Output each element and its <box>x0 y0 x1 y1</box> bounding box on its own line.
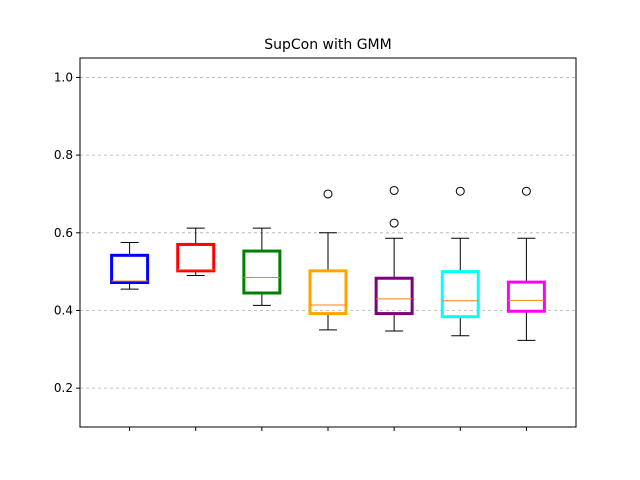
outlier-point <box>389 185 399 195</box>
box <box>176 242 216 273</box>
outlier-point <box>455 186 465 196</box>
box <box>308 269 348 316</box>
plot-frame <box>79 57 577 428</box>
box <box>110 253 150 285</box>
y-tick-label: 0.8 <box>54 148 73 162</box>
outlier-point <box>521 186 531 196</box>
boxes-group <box>110 185 546 341</box>
box <box>440 270 480 319</box>
outlier-point <box>323 189 333 199</box>
outlier-point <box>389 218 399 228</box>
chart-title: SupCon with GMM <box>264 37 391 53</box>
box <box>506 280 546 313</box>
box <box>374 276 414 316</box>
axes-group: 0.2 0.4 0.6 0.8 1.0 <box>54 70 527 431</box>
box <box>242 249 282 295</box>
y-tick-label: 1.0 <box>54 70 73 84</box>
y-tick-label: 0.6 <box>54 226 73 240</box>
y-tick-label: 0.2 <box>54 381 73 395</box>
y-tick-label: 0.4 <box>54 303 73 317</box>
